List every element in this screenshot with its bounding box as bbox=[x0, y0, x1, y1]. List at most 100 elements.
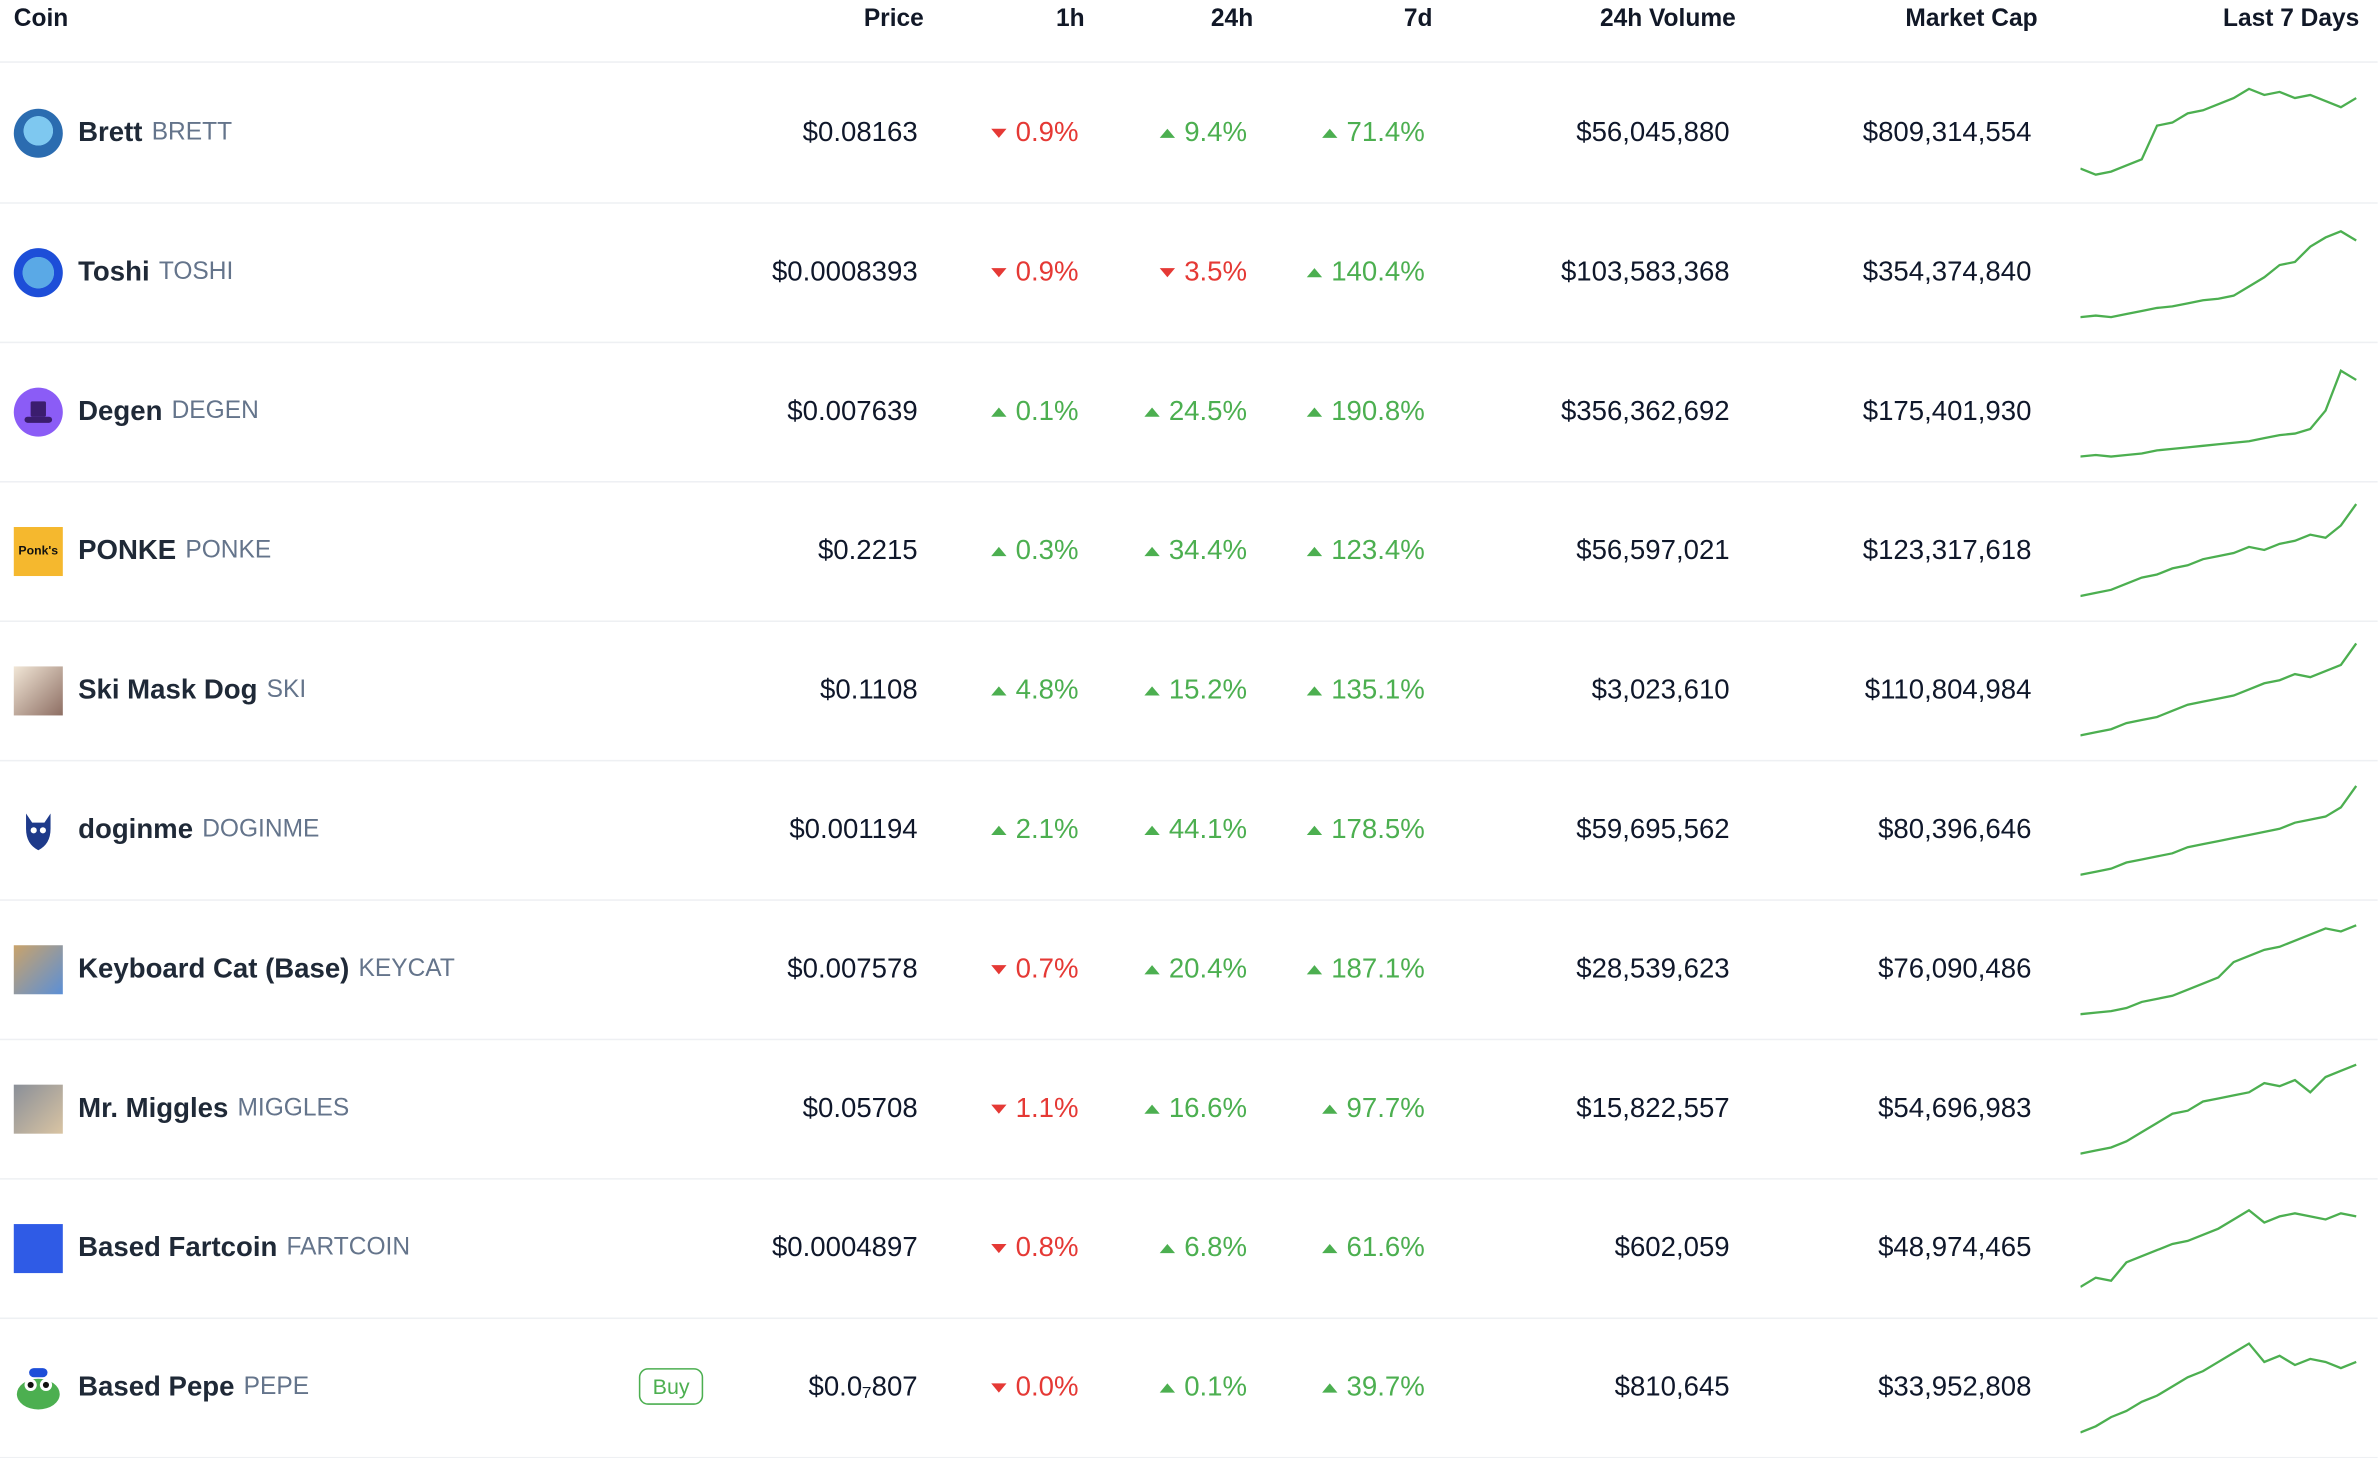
coin-name[interactable]: Based Pepe bbox=[78, 1371, 235, 1402]
market-cap-value: $80,396,646 bbox=[1878, 813, 2032, 845]
coin-name[interactable]: Mr. Miggles bbox=[78, 1092, 229, 1123]
coin-cell[interactable]: doginme DOGINME bbox=[13, 760, 719, 899]
change-1h-value: 0.3% bbox=[1015, 534, 1079, 566]
coin-name[interactable]: doginme bbox=[78, 813, 194, 845]
sparkline-chart bbox=[2080, 368, 2357, 457]
based-fartcoin-logo-icon bbox=[13, 1223, 63, 1273]
caret-up-icon bbox=[1306, 267, 1323, 277]
coin-cell[interactable]: Keyboard Cat (Base) KEYCAT bbox=[13, 899, 719, 1038]
sparkline-chart bbox=[2080, 1341, 2357, 1433]
table-row[interactable]: Ponk's PONKE PONKE $0.2215 0.3% 34.4% 12… bbox=[0, 481, 2378, 622]
market-cap-value: $123,317,618 bbox=[1862, 534, 2032, 566]
change-7d-value: 61.6% bbox=[1346, 1231, 1425, 1263]
price-value: $0.2215 bbox=[817, 534, 918, 566]
volume-cell: $356,362,692 bbox=[1440, 342, 1730, 481]
change-1h-cell: 0.8% bbox=[935, 1178, 1079, 1317]
sparkline-7d bbox=[2080, 1318, 2359, 1457]
table-row[interactable]: Toshi TOSHI $0.0008393 0.9% 3.5% 140.4% … bbox=[0, 202, 2378, 344]
ponke-logo-icon: Ponk's bbox=[13, 526, 63, 576]
coin-cell[interactable]: Ski Mask Dog SKI bbox=[13, 620, 719, 759]
market-cap-value: $354,374,840 bbox=[1862, 255, 2032, 287]
price-cell: $0.007578 bbox=[720, 899, 917, 1038]
change-24h-value: 16.6% bbox=[1168, 1092, 1248, 1123]
change-24h-cell: 15.2% bbox=[1088, 620, 1247, 759]
sparkline-7d bbox=[2080, 760, 2359, 899]
change-24h-cell: 34.4% bbox=[1088, 481, 1247, 620]
header-24h[interactable]: 24h bbox=[1210, 6, 1254, 33]
coin-cell[interactable]: Mr. Miggles MIGGLES bbox=[13, 1039, 719, 1178]
market-cap-value: $76,090,486 bbox=[1878, 952, 2032, 984]
caret-up-icon bbox=[1322, 1243, 1338, 1253]
change-24h-value: 34.4% bbox=[1168, 534, 1248, 566]
sparkline-chart bbox=[2080, 1208, 2357, 1288]
market-cap-cell: $76,090,486 bbox=[1746, 899, 2031, 1038]
market-cap-value: $48,974,465 bbox=[1878, 1231, 2032, 1263]
ponke-logo-text: Ponk's bbox=[18, 543, 59, 558]
coin-cell[interactable]: Toshi TOSHI bbox=[13, 202, 719, 341]
header-coin[interactable]: Coin bbox=[13, 6, 69, 33]
table-row[interactable]: Mr. Miggles MIGGLES $0.05708 1.1% 16.6% … bbox=[0, 1039, 2378, 1180]
table-row[interactable]: Based Pepe PEPE Buy $0.0₇807 0.0% 0.1% 3… bbox=[0, 1318, 2378, 1458]
table-row[interactable]: Keyboard Cat (Base) KEYCAT $0.007578 0.7… bbox=[0, 899, 2378, 1041]
price-cell: $0.08163 bbox=[720, 63, 918, 202]
sparkline-line bbox=[2080, 368, 2357, 457]
change-1h-cell: 0.7% bbox=[935, 899, 1079, 1038]
change-1h-value: 0.7% bbox=[1015, 952, 1079, 984]
coin-cell[interactable]: Brett BRETT bbox=[13, 63, 719, 202]
price-cell: $0.05708 bbox=[720, 1039, 918, 1178]
price-value: $0.08163 bbox=[802, 116, 918, 148]
caret-up-icon bbox=[1322, 127, 1338, 138]
change-7d-cell: 187.1% bbox=[1256, 899, 1425, 1038]
sparkline-chart bbox=[2080, 1062, 2357, 1154]
coin-name[interactable]: Brett bbox=[78, 116, 143, 148]
change-1h-value: 0.0% bbox=[1015, 1371, 1079, 1402]
caret-up-icon bbox=[1306, 406, 1323, 416]
header-1h[interactable]: 1h bbox=[1056, 6, 1085, 33]
header-7d[interactable]: 7d bbox=[1403, 6, 1433, 33]
buy-button[interactable]: Buy bbox=[638, 1368, 704, 1405]
table-row[interactable]: Degen DEGEN $0.007639 0.1% 24.5% 190.8% … bbox=[0, 342, 2378, 483]
caret-up-icon bbox=[1322, 1103, 1338, 1113]
table-header: Coin Price 1h 24h 7d 24h Volume Market C… bbox=[0, 0, 2378, 63]
volume-value: $3,023,610 bbox=[1591, 674, 1730, 705]
coin-name[interactable]: Based Fartcoin bbox=[78, 1231, 278, 1263]
table-row[interactable]: Based Fartcoin FARTCOIN $0.0004897 0.8% … bbox=[0, 1178, 2378, 1320]
coin-name[interactable]: Toshi bbox=[78, 255, 150, 287]
market-cap-value: $175,401,930 bbox=[1862, 395, 2032, 426]
table-row[interactable]: doginme DOGINME $0.001194 2.1% 44.1% 178… bbox=[0, 760, 2378, 901]
coin-name[interactable]: PONKE bbox=[78, 534, 177, 566]
coin-cell[interactable]: Ponk's PONKE PONKE bbox=[13, 481, 719, 620]
change-1h-value: 0.1% bbox=[1015, 395, 1079, 426]
change-24h-value: 20.4% bbox=[1168, 952, 1248, 984]
coin-name[interactable]: Ski Mask Dog bbox=[78, 674, 258, 705]
price-cell: $0.007639 bbox=[720, 342, 917, 481]
caret-up-icon bbox=[1322, 1382, 1338, 1392]
table-row[interactable]: Ski Mask Dog SKI $0.1108 4.8% 15.2% 135.… bbox=[0, 620, 2378, 762]
coin-name[interactable]: Keyboard Cat (Base) bbox=[78, 952, 350, 984]
change-7d-value: 140.4% bbox=[1331, 255, 1425, 287]
mr-miggles-logo-icon bbox=[13, 1083, 63, 1133]
coin-cell[interactable]: Degen DEGEN bbox=[13, 342, 719, 481]
volume-cell: $103,583,368 bbox=[1440, 202, 1730, 341]
caret-up-icon bbox=[1306, 546, 1323, 556]
sparkline-line bbox=[2080, 1341, 2357, 1433]
header-market-cap[interactable]: Market Cap bbox=[1905, 6, 2038, 33]
header-price[interactable]: Price bbox=[863, 6, 924, 33]
change-7d-cell: 71.4% bbox=[1256, 63, 1425, 202]
price-value: $0.0004897 bbox=[771, 1231, 918, 1263]
change-7d-value: 190.8% bbox=[1331, 395, 1425, 426]
header-24h-volume[interactable]: 24h Volume bbox=[1599, 6, 1736, 33]
change-1h-cell: 0.9% bbox=[935, 63, 1079, 202]
keyboard-cat-logo-icon bbox=[13, 944, 63, 994]
volume-value: $56,597,021 bbox=[1576, 534, 1730, 566]
market-cap-cell: $54,696,983 bbox=[1746, 1039, 2031, 1178]
price-cell: $0.2215 bbox=[720, 481, 918, 620]
coin-name[interactable]: Degen bbox=[78, 395, 163, 426]
coin-cell[interactable]: Based Fartcoin FARTCOIN bbox=[13, 1178, 719, 1317]
coin-symbol: TOSHI bbox=[158, 258, 234, 285]
coin-cell[interactable]: Based Pepe PEPE bbox=[13, 1318, 719, 1457]
coin-symbol: SKI bbox=[266, 676, 307, 703]
price-value: $0.1108 bbox=[820, 674, 918, 705]
sparkline-7d bbox=[2080, 63, 2359, 202]
table-row[interactable]: Brett BRETT $0.08163 0.9% 9.4% 71.4% $56… bbox=[0, 63, 2378, 204]
